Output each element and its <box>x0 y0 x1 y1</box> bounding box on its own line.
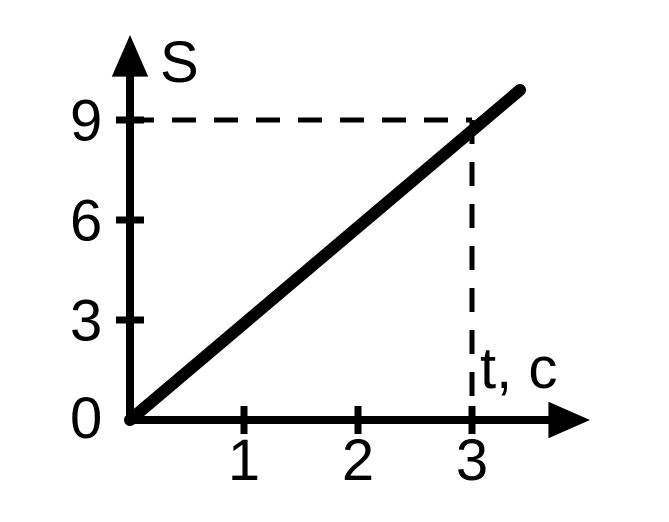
y-axis-label: S <box>160 30 199 95</box>
y-tick-label-9: 9 <box>70 88 102 153</box>
x-tick-label-3: 3 <box>456 428 488 493</box>
y-tick-label-3: 3 <box>70 288 102 353</box>
x-tick-label-1: 1 <box>228 428 260 493</box>
y-tick-label-6: 6 <box>70 188 102 253</box>
x-axis-label: t, с <box>480 336 557 401</box>
distance-time-chart: S t, с 0 1 2 3 3 6 9 <box>0 0 669 522</box>
y-tick-labels: 3 6 9 <box>70 88 102 353</box>
origin-label: 0 <box>70 386 102 451</box>
x-tick-label-2: 2 <box>342 428 374 493</box>
